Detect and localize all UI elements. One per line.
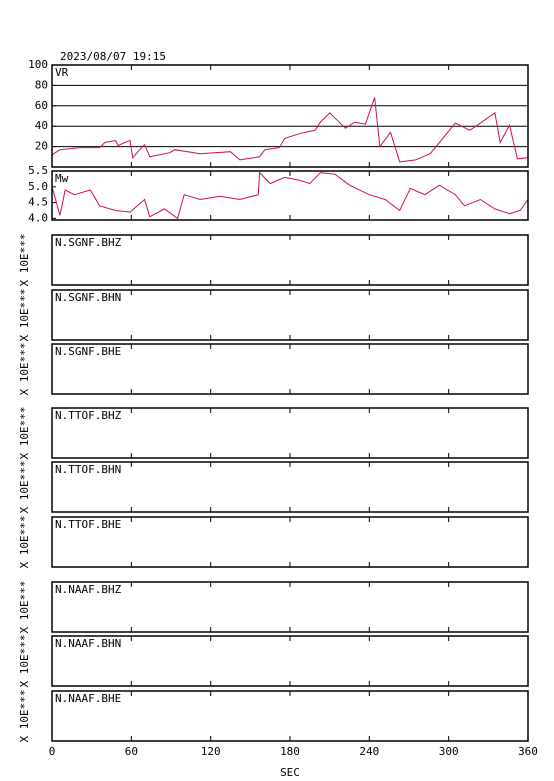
- series-name: Mw: [55, 172, 69, 185]
- y-tick-label: 5.0: [28, 180, 48, 193]
- station-label: N.SGNF.BHE: [55, 345, 121, 358]
- y-tick-label: 4.5: [28, 196, 48, 209]
- waveform-panel: [51, 635, 529, 687]
- plot-frame: [51, 64, 529, 168]
- y-axis-label: X 10E***: [18, 289, 31, 342]
- waveform-panel: [51, 690, 529, 742]
- x-tick-label: 240: [359, 745, 379, 758]
- y-axis-label: X 10E***: [18, 635, 31, 688]
- station-label: N.NAAF.BHE: [55, 692, 121, 705]
- station-label: N.NAAF.BHN: [55, 637, 121, 650]
- waveform-panel: [51, 461, 529, 513]
- y-axis-label: X 10E***: [18, 516, 31, 569]
- y-tick-label: 4.0: [28, 211, 48, 224]
- y-tick-label: 5.5: [28, 164, 48, 177]
- station-label: N.NAAF.BHZ: [55, 583, 122, 596]
- x-tick-label: 180: [280, 745, 300, 758]
- y-tick-label: 60: [35, 99, 48, 112]
- y-axis-label: X 10E***: [18, 407, 31, 460]
- y-tick-label: 40: [35, 119, 48, 132]
- series-line: [51, 171, 529, 220]
- series-line: [51, 97, 529, 163]
- x-tick-label: 300: [439, 745, 459, 758]
- y-tick-label: 100: [28, 58, 48, 71]
- y-tick-label: 20: [35, 140, 48, 153]
- x-tick-label: 60: [125, 745, 138, 758]
- y-axis-label: X 10E***: [18, 461, 31, 514]
- y-tick-label: 80: [35, 78, 48, 91]
- waveform-panel: [51, 234, 529, 286]
- y-axis-label: X 10E***: [18, 343, 31, 396]
- series-name: VR: [55, 66, 69, 79]
- station-label: N.TTOF.BHN: [55, 463, 121, 476]
- waveform-panel: [51, 343, 529, 395]
- y-axis-label: X 10E***: [18, 581, 31, 634]
- waveform-panel: [51, 407, 529, 459]
- y-axis-label: X 10E***: [18, 234, 31, 287]
- x-tick-label: 120: [201, 745, 221, 758]
- y-axis-label: X 10E***: [18, 690, 31, 743]
- x-tick-label: 360: [518, 745, 538, 758]
- waveform-panel: [51, 581, 529, 633]
- station-label: N.SGNF.BHN: [55, 291, 121, 304]
- station-label: N.TTOF.BHZ: [55, 409, 122, 422]
- station-label: N.SGNF.BHZ: [55, 236, 122, 249]
- station-label: N.TTOF.BHE: [55, 518, 121, 531]
- waveform-panel: [51, 289, 529, 341]
- x-axis-label: SEC: [280, 766, 300, 779]
- timestamp: 2023/08/07 19:15: [60, 50, 166, 63]
- x-tick-label: 0: [49, 745, 56, 758]
- waveform-panel: [51, 516, 529, 568]
